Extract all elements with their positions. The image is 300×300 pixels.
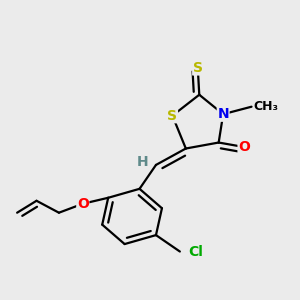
Text: N: N <box>217 107 229 121</box>
Text: O: O <box>238 140 250 154</box>
Text: S: S <box>167 109 177 123</box>
Text: CH₃: CH₃ <box>253 100 278 113</box>
Text: H: H <box>137 155 148 169</box>
Text: Cl: Cl <box>188 244 203 259</box>
Text: S: S <box>193 61 203 75</box>
Text: O: O <box>77 197 89 211</box>
